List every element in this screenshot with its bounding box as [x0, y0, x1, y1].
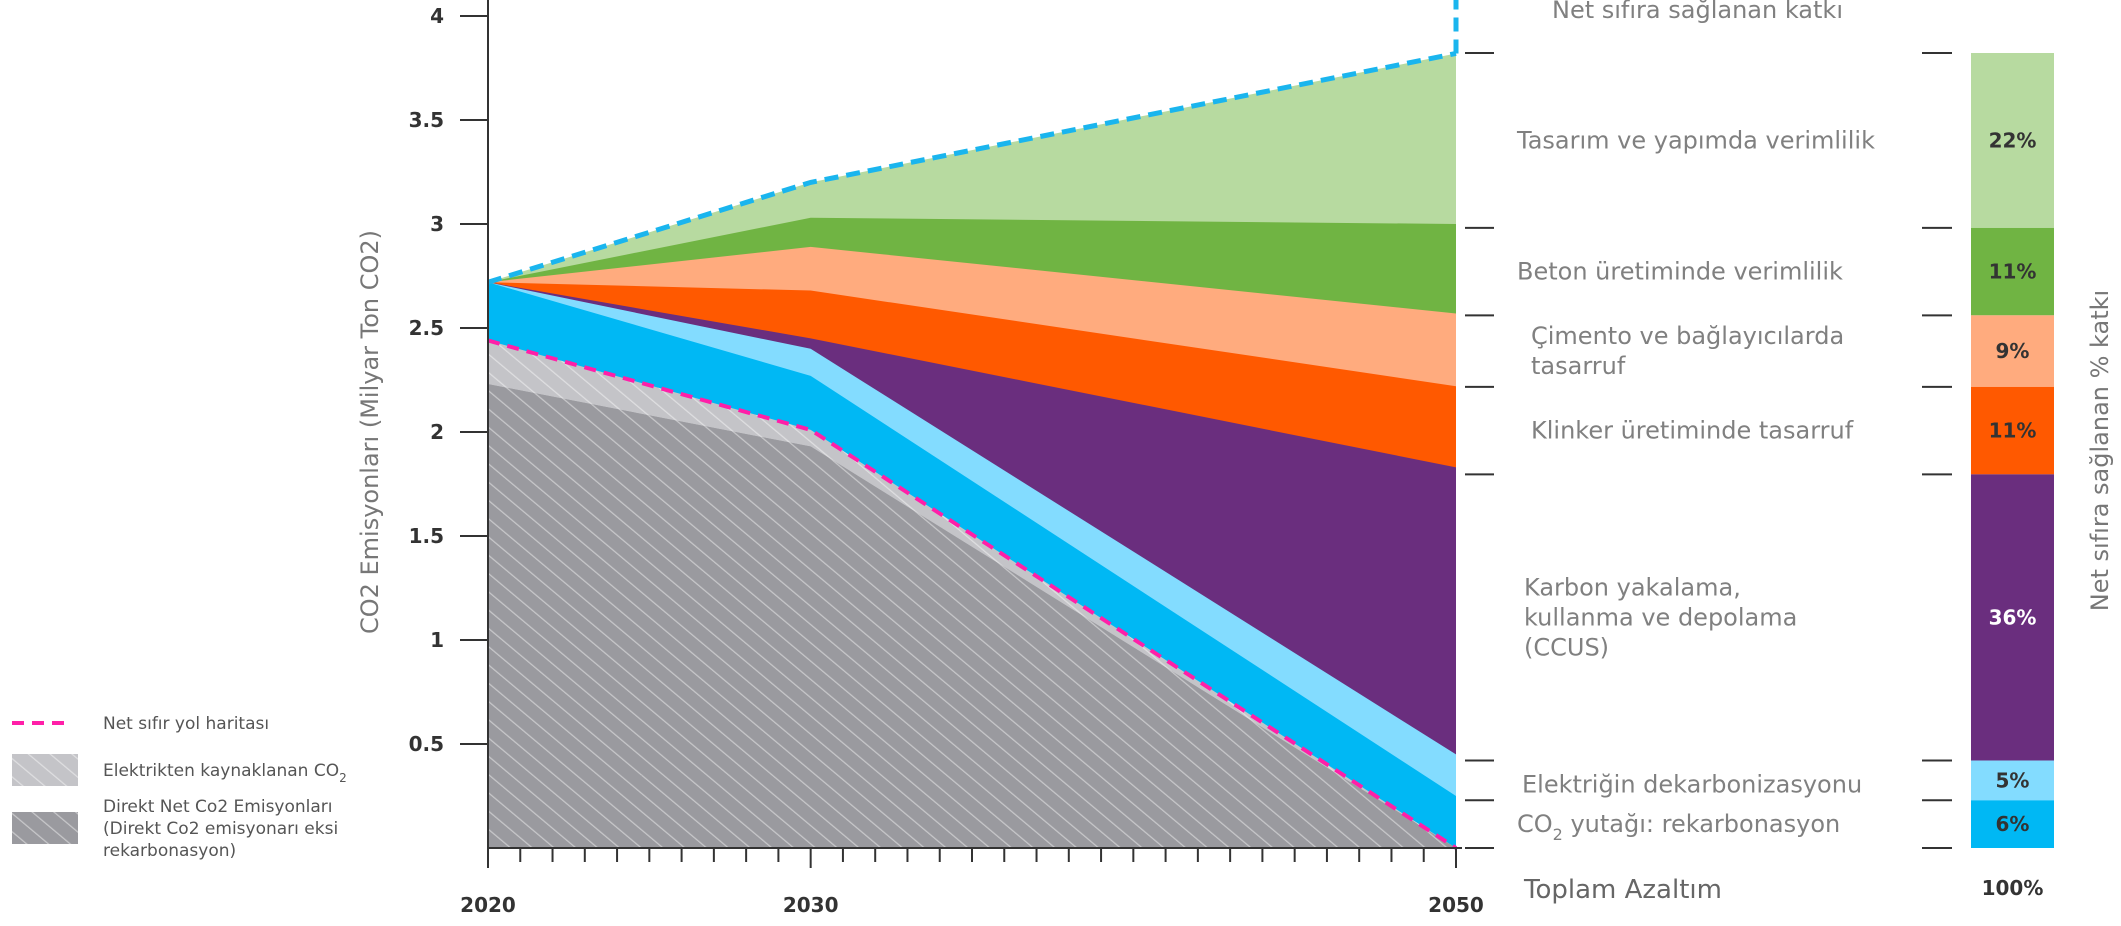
category-label-subscript: 2 — [1553, 825, 1563, 844]
stack-segment-label: 9% — [1996, 339, 2030, 363]
category-label: kullanma ve depolama — [1524, 603, 1797, 631]
y-tick-label: 0.5 — [409, 732, 444, 756]
legend: Net sıfır yol haritası Elektrikten kaynak… — [12, 714, 347, 861]
y-tick-label: 4 — [430, 4, 444, 28]
category-label: Tasarım ve yapımda verimlilik — [1516, 126, 1875, 154]
y-axis-label: CO2 Emisyonları (Milyar Ton CO2) — [356, 230, 384, 634]
y-tick-label: 2.5 — [409, 316, 444, 340]
total-reduction-label: Toplam Azaltım — [1523, 875, 1722, 905]
band-direkt-top-hatch — [488, 384, 1456, 848]
y-tick-label: 1 — [430, 628, 444, 652]
legend-label: rekarbonasyon) — [103, 841, 236, 861]
legend-swatch-hatch — [12, 812, 78, 844]
legend-label: Net sıfır yol haritası — [103, 714, 269, 734]
legend-label: Elektrikten kaynaklanan CO2 — [103, 761, 347, 785]
category-label: Elektriğin dekarbonizasyonu — [1522, 770, 1862, 798]
y-tick-label: 1.5 — [409, 524, 444, 548]
stack-segment-label: 11% — [1989, 260, 2037, 284]
stack-total-label: 100% — [1982, 876, 2044, 900]
stack-segment-label: 36% — [1989, 605, 2037, 629]
stack-segment-label: 11% — [1989, 419, 2037, 443]
x-tick-label: 2020 — [460, 893, 516, 917]
y-tick-label: 3.5 — [409, 108, 444, 132]
stack-segment — [1971, 760, 2054, 801]
x-tick-label: 2050 — [1428, 893, 1484, 917]
stack-segment — [1971, 227, 2054, 316]
contribution-header: Net sıfıra sağlanan katkı — [1552, 0, 1843, 24]
category-label: CO2 yutağı: rekarbonasyon — [1517, 810, 1840, 844]
percent-stack-bar: 22% 11% 9% 11% 36% 5% 6% 100% Net sıfıra sağlana… — [1971, 53, 2114, 900]
area-bands — [488, 53, 1456, 848]
x-tick-label: 2030 — [783, 893, 839, 917]
category-label-part: CO — [1517, 810, 1553, 838]
legend-swatch-hatch — [12, 754, 78, 786]
axes: 4 3.5 3 2.5 2 1.5 1 0.5 2020 2030 2050 CO2 Emisyonl… — [356, 0, 1484, 917]
stack-segment — [1971, 386, 2054, 475]
stack-segment — [1971, 800, 2054, 848]
stack-segment-label: 22% — [1989, 128, 2037, 152]
category-label: (CCUS) — [1524, 633, 1609, 661]
category-label: Karbon yakalama, — [1524, 573, 1741, 601]
category-label: Klinker üretiminde tasarruf — [1531, 417, 1854, 445]
stack-segment-label: 6% — [1996, 812, 2030, 836]
category-labels: Net sıfıra sağlanan katkı Tasarım ve yapı… — [1465, 0, 1952, 905]
stack-segment — [1971, 315, 2054, 387]
stack-axis-label: Net sıfıra sağlanan % katkı — [2086, 290, 2114, 611]
legend-label: (Direkt Co2 emisyonarı eksi — [103, 819, 338, 839]
stack-segment — [1971, 474, 2054, 761]
y-tick-label: 2 — [430, 420, 444, 444]
category-label-part: yutağı: rekarbonasyon — [1563, 810, 1840, 838]
category-label: Çimento ve bağlayıcılarda — [1531, 322, 1844, 350]
stack-segment-label: 5% — [1996, 768, 2030, 792]
category-label: tasarruf — [1531, 352, 1626, 380]
category-label: Beton üretiminde verimlilik — [1517, 258, 1843, 286]
bau-line — [487, 50, 1457, 285]
y-tick-label: 3 — [430, 212, 444, 236]
legend-label-subscript: 2 — [339, 771, 347, 785]
trend-lines — [487, 0, 1459, 850]
legend-label: Direkt Net Co2 Emisyonları — [103, 797, 333, 817]
legend-label-part: Elektrikten kaynaklanan CO — [103, 761, 339, 781]
stack-segment — [1971, 53, 2054, 228]
net-zero-line — [487, 338, 1458, 850]
